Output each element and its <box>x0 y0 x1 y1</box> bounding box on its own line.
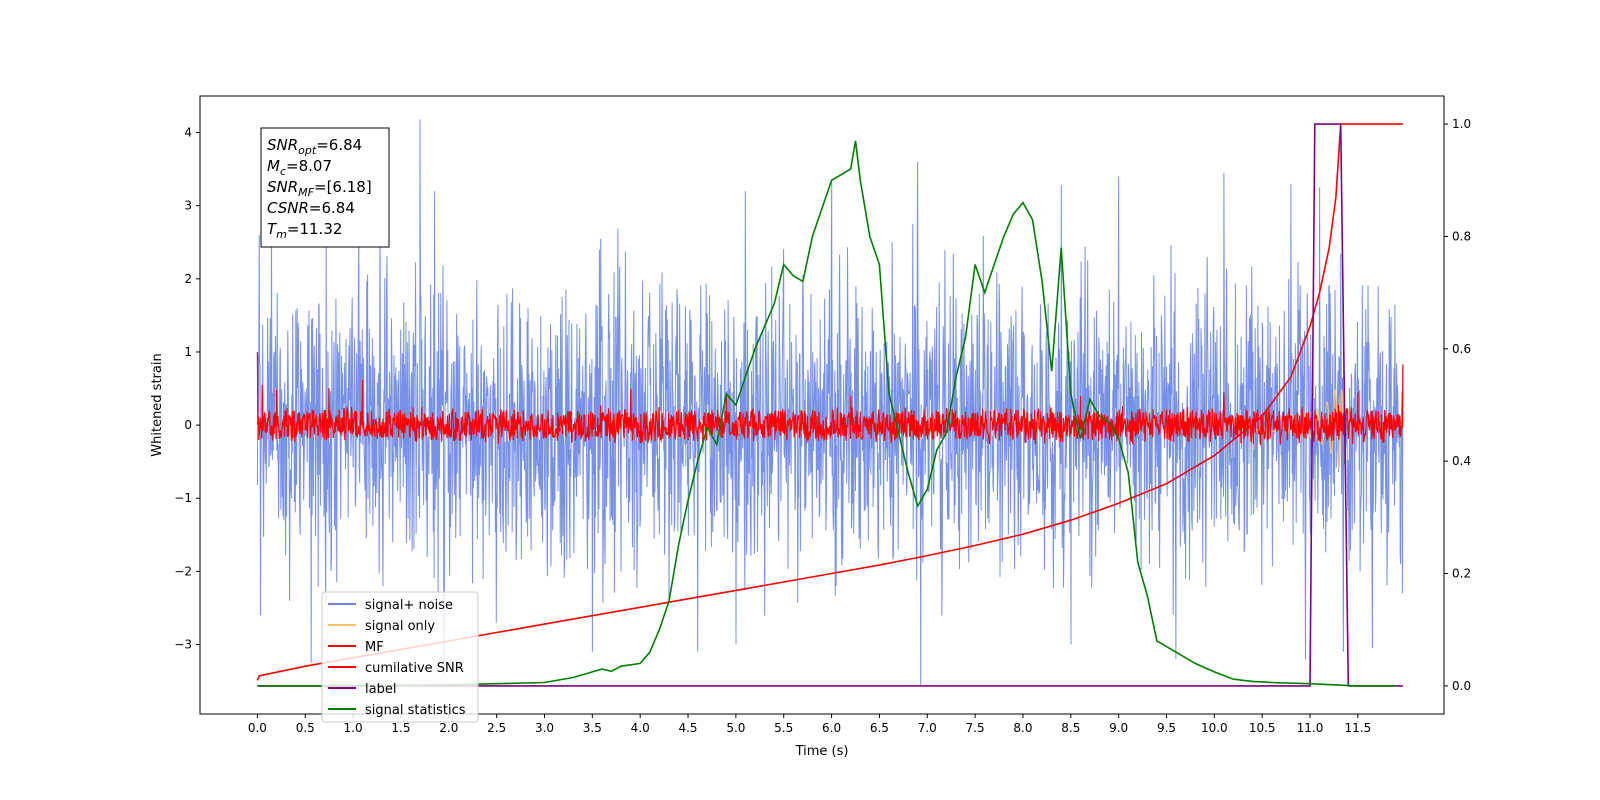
legend-frame <box>321 591 479 723</box>
y-right-tick-label: 1.0 <box>1452 117 1471 131</box>
y-left-tick-label: 3 <box>184 199 192 213</box>
x-tick-label: 2.0 <box>439 721 458 735</box>
axes: 0.0 0.5 1.0 1.5 2.0 2.5 3.0 3.5 4.0 4.5 5.0 5.5 6.0 6… <box>174 117 1471 735</box>
annotation-line: SNRMF=[6.18] <box>267 178 372 199</box>
x-tick-label: 7.5 <box>966 721 985 735</box>
y-left-tick-label: −2 <box>174 564 192 578</box>
y-left-tick-label: −1 <box>174 491 192 505</box>
y-left-tick-label: 1 <box>184 345 192 359</box>
x-tick-label: 0.5 <box>296 721 315 735</box>
x-tick-label: 8.5 <box>1061 721 1080 735</box>
legend-label: signal statistics <box>365 703 466 718</box>
y-left-tick-label: 0 <box>184 418 192 432</box>
series-signal-statistics-line <box>257 140 1397 687</box>
y-axis-label: Whitened strain <box>150 353 165 456</box>
x-tick-label: 4.5 <box>678 721 697 735</box>
x-tick-label: 10.5 <box>1249 721 1276 735</box>
legend: signal+ noise signal only MF cumilative SNR… <box>321 591 479 723</box>
legend-label: MF <box>365 640 384 655</box>
annotation-line: Tm=11.32 <box>267 220 342 241</box>
x-tick-label: 11.5 <box>1345 721 1372 735</box>
legend-label: signal only <box>365 619 435 634</box>
x-tick-label: 8.0 <box>1013 721 1032 735</box>
plot-frame <box>199 95 1445 715</box>
y-right-tick-label: 0.0 <box>1452 679 1471 693</box>
y-right-tick-label: 0.6 <box>1452 342 1471 356</box>
x-tick-label: 3.0 <box>535 721 554 735</box>
annotation-frame <box>260 127 390 248</box>
x-tick-label: 9.5 <box>1157 721 1176 735</box>
x-tick-label: 5.5 <box>774 721 793 735</box>
x-axis-label: Time (s) <box>795 744 849 759</box>
series-mf-line <box>256 351 1404 446</box>
x-tick-label: 9.0 <box>1109 721 1128 735</box>
annotation-line: Mc=8.07 <box>267 157 332 178</box>
annotation-line: SNRopt=6.84 <box>267 136 362 157</box>
x-tick-label: 6.0 <box>822 721 841 735</box>
x-tick-label: 3.5 <box>583 721 602 735</box>
y-left-tick-label: −3 <box>174 638 192 652</box>
y-right-tick-label: 0.4 <box>1452 454 1471 468</box>
x-tick-label: 10.0 <box>1201 721 1228 735</box>
legend-label: label <box>365 682 396 697</box>
x-tick-label: 5.0 <box>726 721 745 735</box>
x-tick-label: 1.5 <box>391 721 410 735</box>
y-right-tick-label: 0.8 <box>1452 229 1471 243</box>
x-tick-label: 7.0 <box>918 721 937 735</box>
x-tick-label: 11.0 <box>1297 721 1324 735</box>
annotation-line: CSNR=6.84 <box>267 199 355 217</box>
y-left-tick-label: 4 <box>184 126 192 140</box>
x-tick-label: 2.5 <box>487 721 506 735</box>
legend-label: cumilative SNR <box>365 661 464 676</box>
y-left-tick-label: 2 <box>184 272 192 286</box>
x-tick-label: 1.0 <box>344 721 363 735</box>
x-tick-label: 6.5 <box>870 721 889 735</box>
legend-label: signal+ noise <box>365 598 453 613</box>
x-tick-label: 0.0 <box>248 721 267 735</box>
y-right-tick-label: 0.2 <box>1452 567 1471 581</box>
x-tick-label: 4.0 <box>631 721 650 735</box>
